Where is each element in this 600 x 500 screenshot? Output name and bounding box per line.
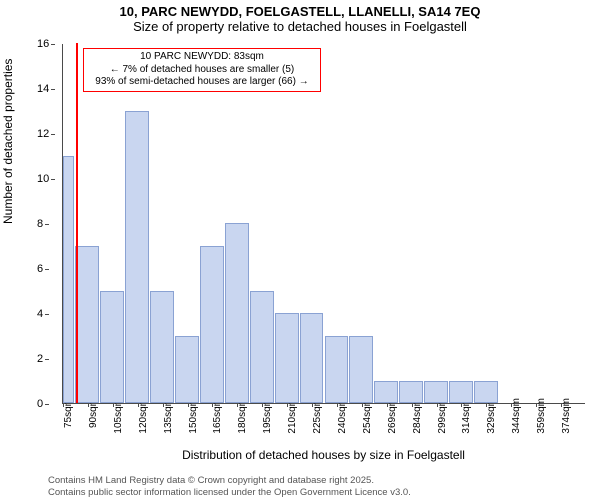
x-tick: 374sqm bbox=[561, 398, 572, 434]
footer-line-1: Contains HM Land Registry data © Crown c… bbox=[48, 475, 411, 486]
x-tick: 284sqm bbox=[412, 398, 423, 434]
histogram-bar bbox=[200, 246, 224, 404]
footer-line-2: Contains public sector information licen… bbox=[48, 487, 411, 498]
histogram-bar bbox=[150, 291, 174, 404]
page-title: 10, PARC NEWYDD, FOELGASTELL, LLANELLI, … bbox=[0, 4, 600, 19]
x-tick: 344sqm bbox=[511, 398, 522, 434]
histogram-bar bbox=[399, 381, 423, 404]
histogram-bar bbox=[325, 336, 349, 404]
x-tick: 150sqm bbox=[188, 398, 199, 434]
x-tick: 180sqm bbox=[237, 398, 248, 434]
histogram-bar bbox=[275, 313, 299, 403]
y-tick: 16 bbox=[37, 38, 49, 50]
x-tick: 120sqm bbox=[138, 398, 149, 434]
y-tick: 14 bbox=[37, 83, 49, 95]
y-tick: 8 bbox=[37, 218, 43, 230]
y-tick: 10 bbox=[37, 173, 49, 185]
histogram-bar bbox=[474, 381, 498, 404]
y-tick: 0 bbox=[37, 398, 43, 410]
histogram-bar bbox=[250, 291, 274, 404]
histogram-bar bbox=[63, 156, 74, 404]
footer: Contains HM Land Registry data © Crown c… bbox=[48, 475, 411, 498]
histogram-bar bbox=[349, 336, 373, 404]
x-tick: 240sqm bbox=[337, 398, 348, 434]
histogram-bar bbox=[300, 313, 324, 403]
annotation-line: 10 PARC NEWYDD: 83sqm bbox=[90, 51, 314, 64]
y-tick: 6 bbox=[37, 263, 43, 275]
annotation-line: ← 7% of detached houses are smaller (5) bbox=[90, 64, 314, 77]
x-tick: 225sqm bbox=[312, 398, 323, 434]
page-subtitle: Size of property relative to detached ho… bbox=[0, 19, 600, 34]
x-tick: 105sqm bbox=[113, 398, 124, 434]
x-tick: 210sqm bbox=[287, 398, 298, 434]
y-tick: 12 bbox=[37, 128, 49, 140]
y-axis-label: Number of detached properties bbox=[1, 59, 15, 224]
histogram-bar bbox=[100, 291, 124, 404]
x-tick: 254sqm bbox=[362, 398, 373, 434]
histogram-bar bbox=[424, 381, 448, 404]
annotation-box: 10 PARC NEWYDD: 83sqm← 7% of detached ho… bbox=[83, 48, 321, 92]
x-tick: 165sqm bbox=[212, 398, 223, 434]
plot-area: 024681012141675sqm90sqm105sqm120sqm135sq… bbox=[62, 44, 585, 404]
histogram-bar bbox=[449, 381, 473, 404]
x-tick: 314sqm bbox=[461, 398, 472, 434]
y-tick: 2 bbox=[37, 353, 43, 365]
y-tick: 4 bbox=[37, 308, 43, 320]
x-tick: 195sqm bbox=[262, 398, 273, 434]
reference-line bbox=[76, 43, 78, 403]
chart: Number of detached properties 0246810121… bbox=[30, 44, 585, 442]
histogram-bar bbox=[374, 381, 398, 404]
x-tick: 359sqm bbox=[536, 398, 547, 434]
histogram-bar bbox=[125, 111, 149, 404]
x-tick: 299sqm bbox=[437, 398, 448, 434]
histogram-bar bbox=[175, 336, 199, 404]
title-block: 10, PARC NEWYDD, FOELGASTELL, LLANELLI, … bbox=[0, 0, 600, 34]
histogram-bar bbox=[225, 223, 249, 403]
x-tick: 135sqm bbox=[163, 398, 174, 434]
histogram-bar bbox=[75, 246, 99, 404]
annotation-line: 93% of semi-detached houses are larger (… bbox=[90, 76, 314, 89]
x-tick: 269sqm bbox=[387, 398, 398, 434]
x-tick: 329sqm bbox=[486, 398, 497, 434]
